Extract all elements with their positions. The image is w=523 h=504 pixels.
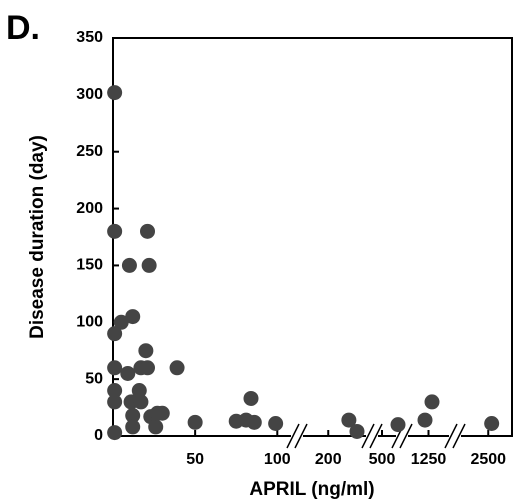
point: [424, 394, 440, 410]
x-tick-label: 2500: [470, 451, 506, 468]
point: [107, 394, 123, 410]
x-tick-label: 100: [264, 451, 291, 468]
axis-break-gap: [449, 424, 461, 448]
point: [107, 383, 123, 399]
point: [417, 412, 433, 428]
point: [113, 314, 129, 330]
axis-break: [444, 423, 458, 449]
point: [107, 326, 123, 342]
y-tick-label: 50: [85, 370, 103, 387]
x-tick-label: 50: [186, 451, 204, 468]
point: [268, 415, 284, 431]
point: [133, 394, 149, 410]
point: [390, 417, 406, 433]
point: [107, 85, 123, 101]
point: [107, 223, 123, 239]
y-tick-label: 300: [76, 86, 103, 103]
axis-break: [286, 423, 300, 449]
point: [154, 405, 170, 421]
x-axis-label: APRIL (ng/ml): [249, 479, 374, 500]
y-tick-label: 200: [76, 200, 103, 217]
point: [121, 257, 137, 273]
y-axis-label: Disease duration (day): [27, 135, 48, 339]
axis-break: [294, 423, 308, 449]
point: [484, 415, 500, 431]
y-tick-label: 350: [76, 29, 103, 46]
point: [125, 408, 141, 424]
axis-break: [399, 423, 413, 449]
axis-break: [361, 423, 375, 449]
plot-frame: [112, 37, 513, 437]
x-tick-label: 500: [369, 451, 396, 468]
point: [131, 383, 147, 399]
point: [140, 360, 155, 376]
axis-break: [452, 423, 466, 449]
axis-break: [369, 423, 383, 449]
point: [125, 419, 141, 435]
y-tick-label: 100: [76, 314, 103, 331]
point: [148, 419, 164, 435]
x-tick-label: 1250: [411, 451, 447, 468]
y-tick-label: 0: [94, 427, 103, 444]
y-tick-label: 150: [76, 257, 103, 274]
point: [125, 309, 141, 325]
axis-break-gap: [291, 424, 303, 448]
point: [120, 365, 136, 381]
point: [169, 360, 185, 376]
y-tick-label: 250: [76, 143, 103, 160]
point: [187, 414, 203, 430]
point: [138, 343, 154, 359]
point: [243, 390, 259, 406]
point: [140, 223, 155, 239]
axis-break-gap: [366, 424, 378, 448]
point: [349, 423, 365, 439]
point: [141, 257, 157, 273]
panel-label: D.: [6, 9, 40, 47]
point: [246, 414, 262, 430]
point: [107, 425, 123, 441]
point: [107, 360, 123, 376]
x-tick-label: 200: [315, 451, 342, 468]
point: [341, 412, 357, 428]
